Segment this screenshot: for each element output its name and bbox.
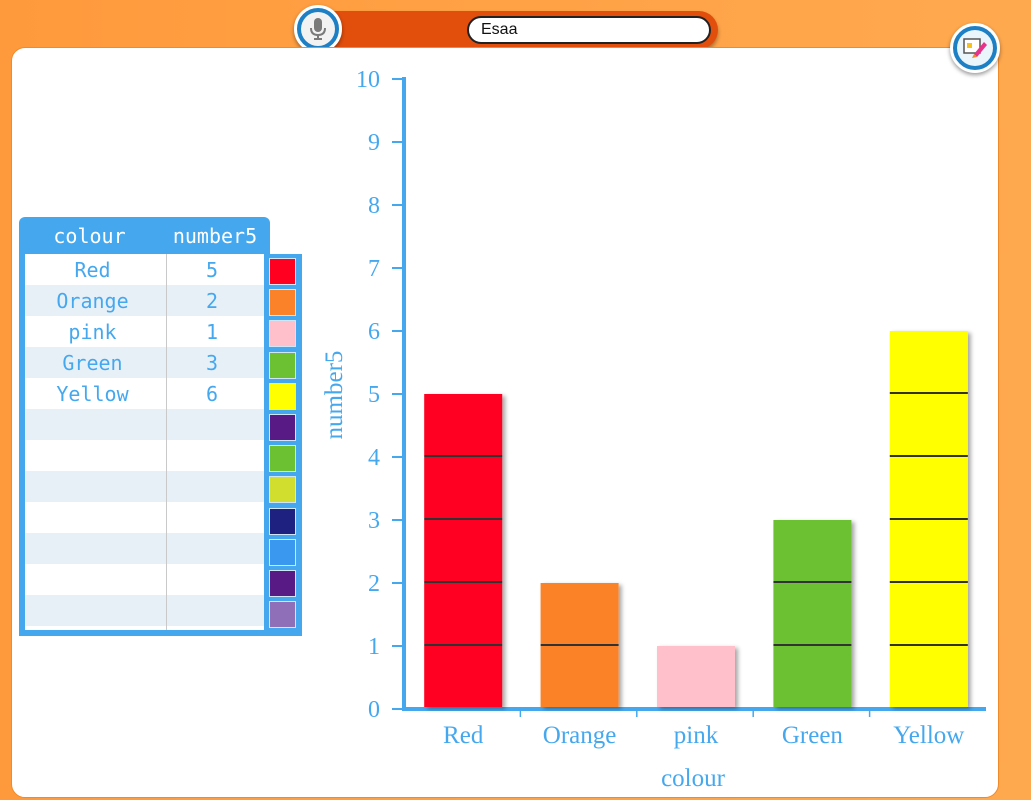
bar-pink <box>657 646 735 707</box>
cell-colour[interactable]: Orange <box>56 288 129 313</box>
cell-number[interactable]: 1 <box>205 319 219 344</box>
colour-swatch[interactable] <box>269 414 296 441</box>
microphone-button[interactable] <box>294 5 342 53</box>
colour-swatch[interactable] <box>269 538 296 566</box>
table-rows: Red 5 Orange 2 pink 1 Green 3 Yellow 6 <box>25 254 264 630</box>
x-tick-label: Yellow <box>893 722 964 749</box>
colour-swatch[interactable] <box>269 320 296 348</box>
x-axis-title: colour <box>661 765 726 792</box>
bar-unit-block <box>540 583 619 644</box>
table-row[interactable] <box>25 471 264 502</box>
y-tick-label: 4 <box>368 445 380 471</box>
bar-unit-block <box>773 646 852 707</box>
graph-title-input[interactable] <box>467 16 711 44</box>
colour-swatch[interactable] <box>269 476 296 504</box>
colour-swatch[interactable] <box>269 570 296 597</box>
y-tick-label: 6 <box>368 319 380 345</box>
bar-red <box>424 394 503 707</box>
cell-number[interactable]: 2 <box>205 288 219 313</box>
bar-unit-block <box>889 457 968 518</box>
bar-unit-block <box>424 646 503 707</box>
y-tick-label: 2 <box>368 571 380 597</box>
colour-swatch[interactable] <box>269 445 296 473</box>
cell-number[interactable]: 6 <box>205 381 219 406</box>
table-row[interactable]: Yellow 6 <box>25 378 264 409</box>
cell-colour[interactable]: pink <box>68 319 117 344</box>
bar-unit-block <box>889 331 968 392</box>
paint-app-icon <box>957 30 993 66</box>
cell-number[interactable]: 3 <box>205 350 219 375</box>
header-colour: colour <box>53 223 126 248</box>
x-tick-label: Red <box>443 722 484 749</box>
y-tick-label: 0 <box>368 697 380 723</box>
table-row[interactable] <box>25 533 264 564</box>
y-tick-label: 3 <box>368 508 380 534</box>
colour-swatch[interactable] <box>269 601 296 629</box>
y-tick-label: 1 <box>368 634 380 660</box>
bar-unit-block <box>424 457 503 518</box>
y-tick-label: 5 <box>368 382 380 408</box>
cell-colour[interactable]: Red <box>74 257 111 282</box>
bar-unit-block <box>889 646 968 707</box>
y-tick-label: 7 <box>368 256 380 282</box>
bar-unit-block <box>773 583 852 644</box>
colour-swatch-column <box>264 254 302 630</box>
y-tick-label: 10 <box>356 67 380 93</box>
bar-unit-block <box>424 394 503 455</box>
bar-orange <box>540 583 619 707</box>
paint-app-button[interactable] <box>950 23 1000 73</box>
y-tick-label: 8 <box>368 193 380 219</box>
bar-unit-block <box>424 583 503 644</box>
y-tick-label: 9 <box>368 130 380 156</box>
bar-unit-block <box>889 520 968 581</box>
colour-swatch[interactable] <box>269 289 296 317</box>
header-number5: number5 <box>172 223 258 248</box>
bar-unit-block <box>889 394 968 455</box>
colour-swatch[interactable] <box>269 351 296 379</box>
bar-unit-block <box>773 520 852 581</box>
bar-unit-block <box>540 646 619 707</box>
microphone-icon <box>301 12 335 46</box>
colour-swatch[interactable] <box>269 382 296 410</box>
table-row[interactable]: Orange 2 <box>25 285 264 316</box>
data-table: Red 5 Orange 2 pink 1 Green 3 Yellow 6 <box>19 254 302 636</box>
x-tick-label: Green <box>782 722 844 749</box>
colour-swatch[interactable] <box>269 507 296 535</box>
y-axis-title: number5 <box>321 351 348 440</box>
table-row[interactable] <box>25 595 264 626</box>
column-divider <box>166 254 167 630</box>
table-row[interactable]: Red 5 <box>25 254 264 285</box>
colour-swatch[interactable] <box>269 258 296 285</box>
bar-unit-block <box>424 520 503 581</box>
bar-unit-block <box>889 583 968 644</box>
table-header: colour number5 <box>19 217 270 254</box>
cell-number[interactable]: 5 <box>205 257 219 282</box>
x-tick-label: Orange <box>543 722 617 749</box>
bar-unit-block <box>657 646 735 707</box>
x-tick-label: pink <box>674 722 719 749</box>
table-row[interactable]: pink 1 <box>25 316 264 347</box>
bar-yellow <box>889 331 968 707</box>
cell-colour[interactable]: Green <box>62 350 123 375</box>
cell-colour[interactable]: Yellow <box>56 381 129 406</box>
table-row[interactable]: Green 3 <box>25 347 264 378</box>
table-row[interactable] <box>25 409 264 440</box>
bar-green <box>773 520 852 707</box>
